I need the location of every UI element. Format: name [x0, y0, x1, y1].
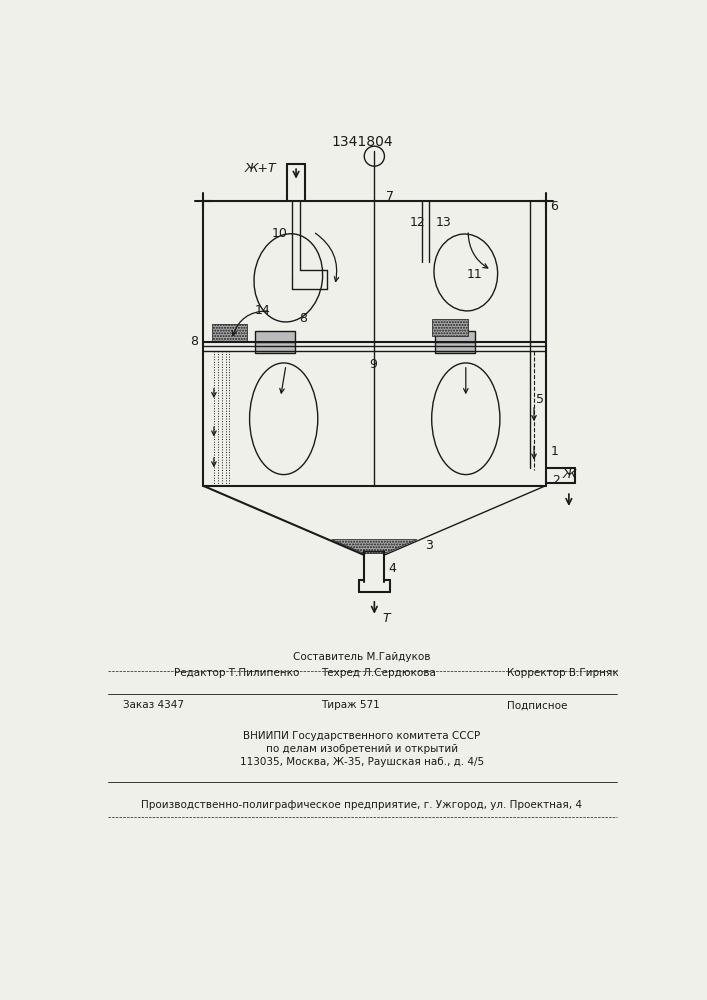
FancyArrowPatch shape [468, 233, 488, 268]
Bar [435, 331, 475, 353]
FancyArrowPatch shape [315, 233, 339, 281]
Text: 4: 4 [388, 562, 396, 575]
Text: 6: 6 [550, 200, 558, 213]
Text: 13: 13 [436, 216, 451, 229]
Text: Производственно-полиграфическое предприятие, г. Ужгород, ул. Проектная, 4: Производственно-полиграфическое предприя… [141, 800, 583, 810]
Text: по делам изобретений и открытий: по делам изобретений и открытий [266, 744, 458, 754]
Bar [255, 331, 296, 353]
Text: 14: 14 [255, 304, 271, 317]
Polygon shape [433, 319, 468, 336]
Text: Ж+Т: Ж+Т [245, 162, 276, 175]
Text: Техред Л.Сердюкова: Техред Л.Сердюкова [321, 668, 436, 678]
Text: 7: 7 [386, 190, 394, 204]
Text: 8: 8 [299, 312, 307, 325]
Text: 11: 11 [467, 267, 482, 280]
Text: Тираж 571: Тираж 571 [321, 700, 380, 710]
Polygon shape [332, 540, 417, 554]
Polygon shape [211, 324, 247, 342]
Text: Т: Т [382, 612, 390, 625]
Text: 3: 3 [426, 539, 433, 552]
Text: 1: 1 [550, 445, 558, 458]
Text: 12: 12 [410, 216, 426, 229]
Text: 10: 10 [271, 227, 287, 240]
Text: ВНИИПИ Государственного комитета СССР: ВНИИПИ Государственного комитета СССР [243, 731, 481, 741]
Text: Корректор В.Гирняк: Корректор В.Гирняк [507, 668, 619, 678]
FancyArrowPatch shape [232, 311, 268, 335]
Text: 9: 9 [369, 358, 377, 371]
FancyArrowPatch shape [464, 368, 468, 393]
Text: Подписное: Подписное [507, 700, 567, 710]
Text: 2: 2 [553, 474, 561, 487]
Text: 1341804: 1341804 [331, 135, 393, 149]
Text: 8: 8 [190, 335, 199, 348]
Text: 5: 5 [537, 393, 544, 406]
FancyArrowPatch shape [280, 368, 286, 393]
Text: 113035, Москва, Ж-35, Раушская наб., д. 4/5: 113035, Москва, Ж-35, Раушская наб., д. … [240, 757, 484, 767]
Text: Составитель М.Гайдуков: Составитель М.Гайдуков [293, 652, 431, 662]
Text: Заказ 4347: Заказ 4347 [123, 700, 185, 710]
Text: Ж: Ж [563, 468, 576, 481]
Text: Редактор Т.Пилипенко: Редактор Т.Пилипенко [174, 668, 299, 678]
